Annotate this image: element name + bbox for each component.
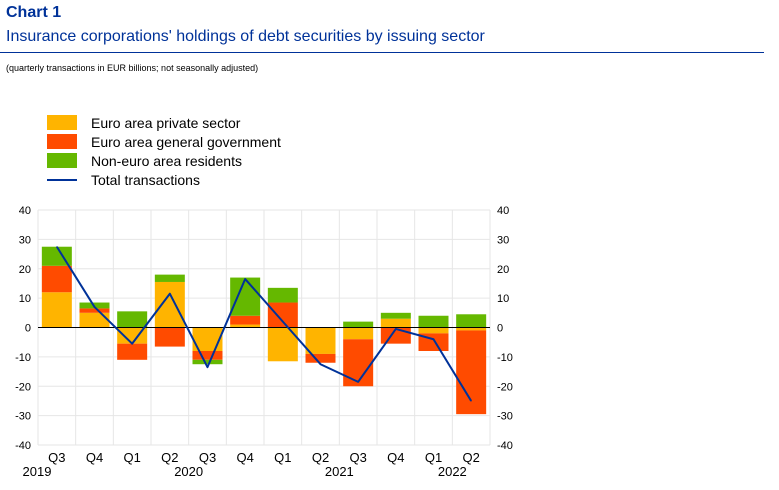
y-tick-label-left: 20 [19,264,31,276]
bar-private [117,327,148,344]
point-total-transactions [56,246,58,248]
bar-private [456,327,487,331]
bar-private [41,292,72,328]
bar-non_euro [380,312,411,319]
y-tick-label-right: 10 [497,293,509,305]
legend-item-government: Euro area general government [47,132,281,151]
x-year-label: 2020 [174,464,203,479]
point-total-transactions [131,343,133,345]
bar-non_euro [154,274,185,282]
title-divider [0,52,764,53]
point-total-transactions [470,400,472,402]
y-tick-label-left: 10 [19,293,31,305]
y-tick-label-left: 0 [25,323,31,335]
y-tick-label-right: -10 [497,352,513,364]
y-tick-label-right: 30 [497,234,509,246]
bar-non_euro [192,359,223,365]
point-total-transactions [433,338,434,340]
y-tick-label-right: 40 [497,205,509,217]
legend-swatch-government [47,134,77,149]
x-tick-label: Q3 [349,450,366,465]
x-tick-label: Q4 [86,450,103,465]
bar-non_euro [41,246,72,266]
bar-non_euro [418,315,449,328]
bar-government [267,302,298,328]
legend-label-total: Total transactions [91,171,200,188]
bar-private [192,327,223,351]
bar-private [154,281,185,328]
chart-title: Insurance corporations' holdings of debt… [6,28,485,45]
x-tick-label: Q1 [425,450,442,465]
chart-subtitle: (quarterly transactions in EUR billions;… [6,63,259,73]
bar-non_euro [230,277,261,316]
line-total-transactions [55,246,473,402]
x-tick-label: Q1 [274,450,291,465]
y-tick-label-left: -30 [15,411,31,423]
y-tick-label-left: 40 [19,205,31,217]
legend-item-private: Euro area private sector [47,113,281,132]
chart-header: Chart 1 Insurance corporations' holdings… [6,4,766,46]
point-total-transactions [207,366,208,368]
x-tick-label: Q2 [161,450,178,465]
x-tick-label: Q2 [462,450,479,465]
x-year-label: 2022 [438,464,467,479]
bar-government [154,327,185,347]
chart-legend: Euro area private sector Euro area gener… [47,113,281,189]
x-year-label: 2021 [325,464,354,479]
point-total-transactions [282,321,284,323]
bar-private [418,327,449,334]
y-tick-label-right: -40 [497,440,513,452]
legend-item-non-euro: Non-euro area residents [47,151,281,170]
x-tick-label: Q4 [236,450,253,465]
x-tick-label: Q3 [48,450,65,465]
bar-government [456,330,487,415]
bar-private [305,327,336,354]
bar-private [230,324,261,328]
bar-government [79,308,110,313]
y-tick-label-left: -40 [15,440,31,452]
y-tick-label-right: -20 [497,381,513,393]
bar-government [343,339,374,387]
bar-government [117,343,148,360]
legend-swatch-private [47,115,77,130]
x-tick-label: Q2 [312,450,329,465]
y-tick-label-left: -20 [15,381,31,393]
bar-non_euro [267,287,298,303]
legend-label-non-euro: Non-euro area residents [91,152,242,169]
x-year-label: 2019 [23,464,52,479]
bar-government [230,315,261,325]
legend-swatch-total [47,178,77,181]
x-tick-label: Q4 [387,450,404,465]
legend-item-total: Total transactions [47,170,281,189]
y-tick-label-right: 0 [497,323,503,335]
x-tick-label: Q3 [199,450,216,465]
point-total-transactions [320,363,321,365]
y-tick-label-left: 30 [19,234,31,246]
y-tick-label-left: -10 [15,352,31,364]
bar-non_euro [456,314,487,328]
y-tick-label-right: -30 [497,411,513,423]
bar-non_euro [343,321,374,328]
point-total-transactions [244,278,246,280]
bar-non_euro [117,311,148,328]
bar-government [192,351,223,360]
point-total-transactions [395,328,397,330]
bar-private [343,327,374,340]
bar-private [79,312,110,328]
point-total-transactions [169,293,171,295]
x-tick-label: Q1 [123,450,140,465]
legend-swatch-non-euro [47,153,77,168]
bar-private [380,318,411,328]
legend-label-government: Euro area general government [91,133,281,150]
chart-number: Chart 1 [6,4,62,21]
bar-government [41,265,72,293]
point-total-transactions [94,306,95,308]
bar-government [305,353,336,363]
point-total-transactions [357,381,359,383]
legend-label-private: Euro area private sector [91,114,241,131]
y-tick-label-right: 20 [497,264,509,276]
